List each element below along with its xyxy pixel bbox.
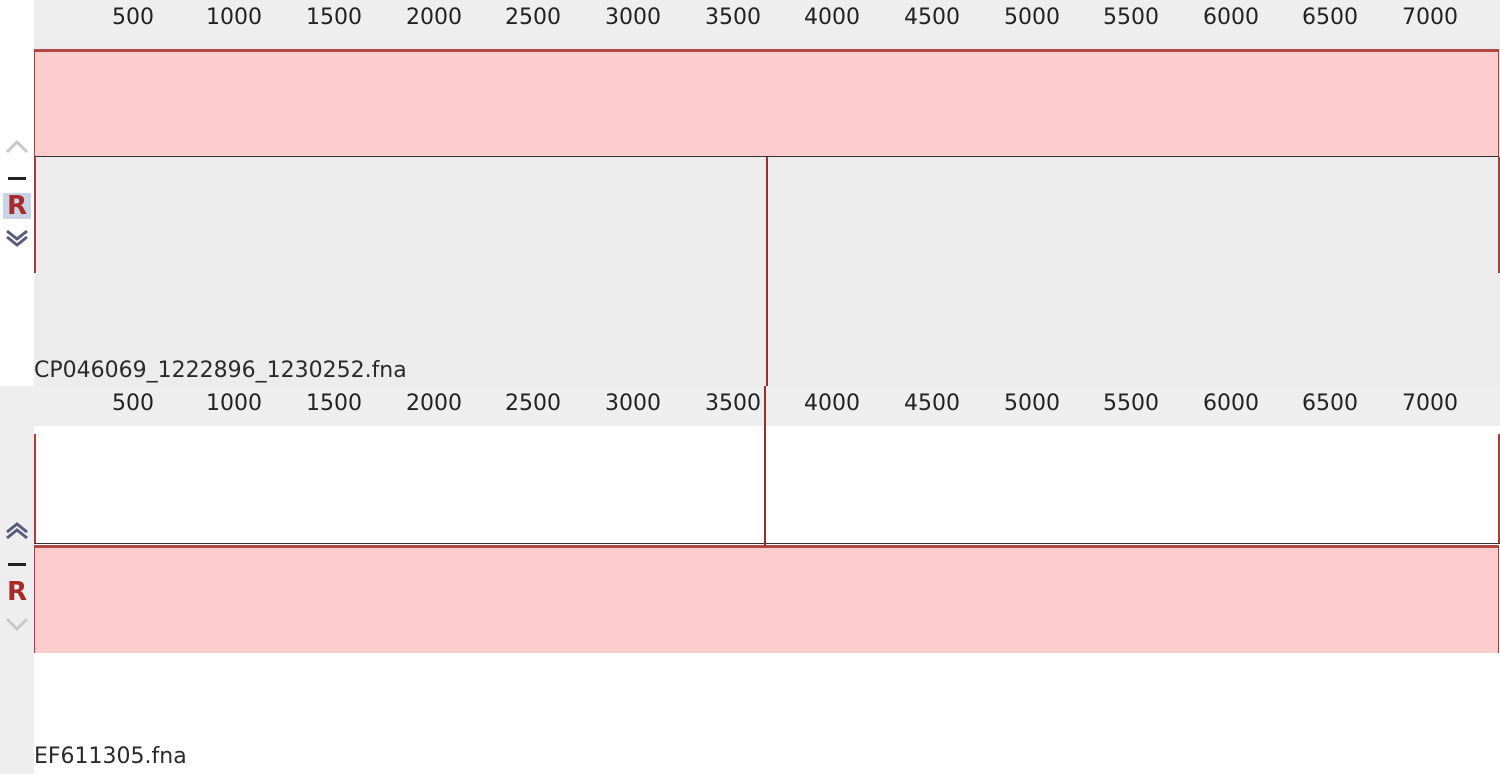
ruler-tick-label: 500 bbox=[112, 391, 154, 416]
block-left-edge bbox=[34, 434, 36, 544]
sequence-name-label: EF611305.fna bbox=[34, 744, 187, 769]
ruler-tick-label: 1500 bbox=[306, 5, 362, 30]
cursor-line bbox=[764, 386, 766, 546]
ruler-tick-label: 7000 bbox=[1402, 391, 1458, 416]
ruler-tick-label: 6000 bbox=[1203, 5, 1259, 30]
sequence-track[interactable]: 500 1000 1500 2000 2500 3000 3500 4000 4… bbox=[34, 0, 1500, 386]
ruler-tick-label: 1000 bbox=[206, 5, 262, 30]
ruler-tick-label: 4000 bbox=[804, 391, 860, 416]
ruler-tick-label: 5500 bbox=[1103, 5, 1159, 30]
sequence-panel-1: R 500 1000 1500 2000 2500 3000 3500 4000… bbox=[0, 0, 1500, 386]
collapse-button[interactable] bbox=[3, 551, 31, 577]
ruler-tick-label: 1500 bbox=[306, 391, 362, 416]
move-down-button[interactable] bbox=[3, 225, 31, 251]
ruler-tick-label: 3500 bbox=[705, 391, 761, 416]
collapse-button[interactable] bbox=[3, 165, 31, 191]
ruler-tick-label: 3000 bbox=[605, 391, 661, 416]
ruler-tick-label: 6500 bbox=[1302, 5, 1358, 30]
ruler-tick-label: 7000 bbox=[1402, 5, 1458, 30]
block-right-edge bbox=[1498, 157, 1500, 273]
move-up-button[interactable] bbox=[3, 133, 31, 159]
sequence-track[interactable]: 500 1000 1500 2000 2500 3000 3500 4000 4… bbox=[34, 386, 1500, 774]
ruler-tick-label: 2000 bbox=[406, 5, 462, 30]
minus-icon bbox=[8, 177, 26, 180]
ruler-tick-label: 2500 bbox=[505, 391, 561, 416]
up-chevron-icon bbox=[6, 522, 28, 540]
ruler-tick-label: 4500 bbox=[904, 5, 960, 30]
ruler-tick-label: 5500 bbox=[1103, 391, 1159, 416]
sequence-name-label: CP046069_1222896_1230252.fna bbox=[34, 358, 407, 383]
ruler-tick-label: 5000 bbox=[1004, 5, 1060, 30]
move-up-button[interactable] bbox=[3, 518, 31, 544]
block-top-border bbox=[34, 543, 1500, 544]
panel-controls: R bbox=[0, 386, 34, 774]
ruler-tick-label: 5000 bbox=[1004, 391, 1060, 416]
down-chevron-icon bbox=[6, 229, 28, 247]
panel-controls: R bbox=[0, 0, 34, 386]
reverse-complement-button[interactable]: R bbox=[3, 192, 31, 220]
move-down-button[interactable] bbox=[3, 611, 31, 637]
ruler-tick-label: 6500 bbox=[1302, 391, 1358, 416]
block-left-edge bbox=[34, 157, 36, 273]
ruler-tick-label: 3500 bbox=[705, 5, 761, 30]
reverse-complement-button[interactable]: R bbox=[6, 577, 28, 607]
ruler-tick-label: 2500 bbox=[505, 5, 561, 30]
ruler-tick-label: 3000 bbox=[605, 5, 661, 30]
up-chevron-icon bbox=[5, 139, 29, 154]
ruler-tick-label: 2000 bbox=[406, 391, 462, 416]
down-chevron-icon bbox=[5, 617, 29, 632]
ruler-tick-label: 4000 bbox=[804, 5, 860, 30]
ruler-tick-label: 4500 bbox=[904, 391, 960, 416]
lcb-block[interactable] bbox=[34, 49, 1499, 157]
cursor-line bbox=[766, 157, 768, 386]
block-right-edge bbox=[1498, 434, 1500, 544]
lcb-block[interactable] bbox=[34, 545, 1499, 653]
sequence-panel-2: R 500 1000 1500 2000 2500 3000 3500 4000… bbox=[0, 386, 1500, 774]
coordinate-ruler: 500 1000 1500 2000 2500 3000 3500 4000 4… bbox=[34, 0, 1500, 40]
coordinate-ruler: 500 1000 1500 2000 2500 3000 3500 4000 4… bbox=[34, 386, 1500, 426]
minus-icon bbox=[8, 563, 26, 566]
ruler-tick-label: 1000 bbox=[206, 391, 262, 416]
ruler-tick-label: 500 bbox=[112, 5, 154, 30]
ruler-tick-label: 6000 bbox=[1203, 391, 1259, 416]
